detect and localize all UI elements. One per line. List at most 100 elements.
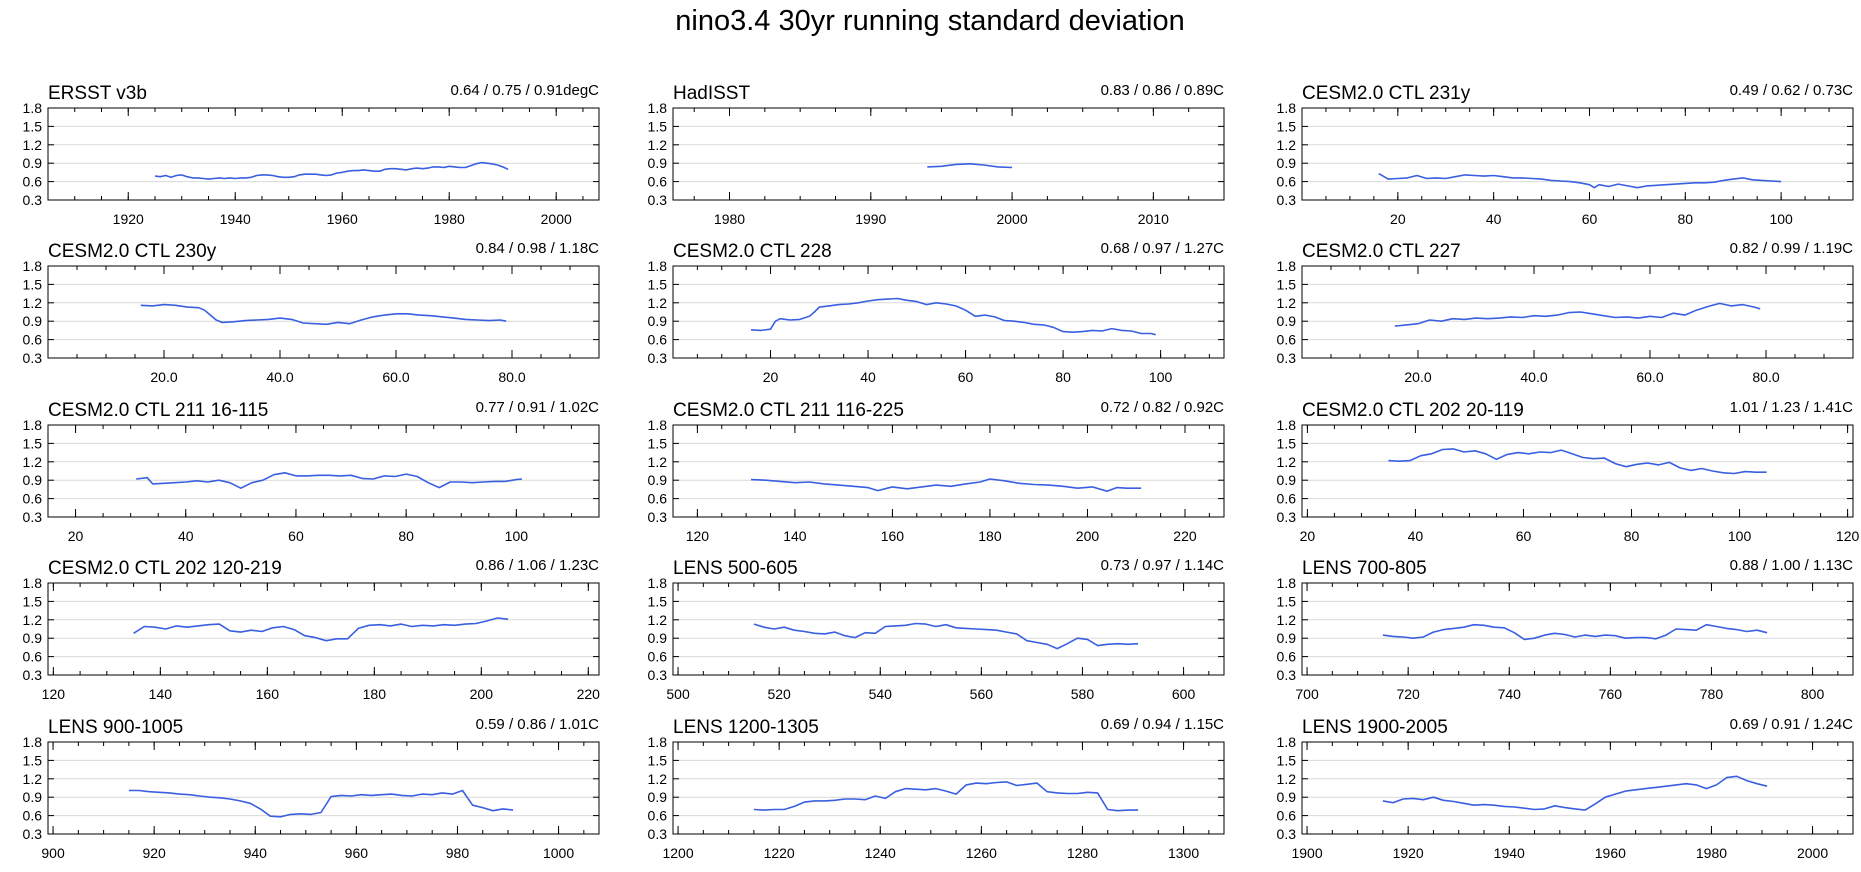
x-tick-label: 40.0 [266,369,293,385]
x-tick-label: 720 [1396,686,1420,702]
panel-7: 0.3 0.6 0.9 1.2 1.5 1.8 20 40 60 80 100 CESM2.0 CTL… [23,399,600,544]
panel-13: 0.3 0.6 0.9 1.2 1.5 1.8 900 920 940 960 980 1000 LEN… [23,716,600,861]
plot-frame [672,107,1225,201]
y-tick-label: 1.2 [1277,137,1297,153]
x-tick-label: 940 [244,845,268,861]
y-tick-label: 0.6 [23,174,43,190]
y-tick-label: 1.8 [648,417,668,433]
x-tick-label: 200 [470,686,494,702]
x-tick-label: 160 [881,528,905,544]
x-tick-label: 40 [1486,211,1502,227]
y-tick-label: 1.2 [648,771,668,787]
x-tick-label: 20.0 [150,369,177,385]
y-tick-label: 1.2 [648,454,668,470]
panel-stats: 0.69 / 0.94 / 1.15C [1101,716,1225,733]
y-tick-label: 0.9 [23,313,43,329]
plot-frame [47,424,600,518]
y-tick-label: 0.3 [1277,350,1297,366]
y-tick-label: 0.6 [23,332,43,348]
y-tick-label: 0.9 [1277,313,1297,329]
y-tick-label: 1.2 [23,137,43,153]
panel-stats: 0.68 / 0.97 / 1.27C [1101,240,1225,257]
y-tick-label: 1.5 [648,276,668,292]
x-tick-label: 580 [1071,686,1095,702]
panel-title: CESM2.0 CTL 211 16-115 [48,400,268,421]
x-tick-label: 920 [142,845,166,861]
x-tick-label: 900 [41,845,65,861]
x-tick-label: 120 [686,528,710,544]
panel-title: LENS 1200-1305 [673,717,819,738]
plot-frame [1301,741,1854,835]
series-line [753,622,1139,650]
series-line [1382,623,1768,641]
series-line [133,617,509,642]
x-tick-label: 40 [1408,528,1424,544]
panel-14: 0.3 0.6 0.9 1.2 1.5 1.8 1200 1220 1240 1260 1280 13… [648,716,1225,861]
x-tick-label: 60 [1516,528,1532,544]
x-tick-label: 60 [288,528,304,544]
y-tick-label: 0.3 [648,826,668,842]
y-tick-label: 0.9 [1277,472,1297,488]
x-tick-label: 40.0 [1520,369,1547,385]
y-tick-label: 1.2 [648,137,668,153]
x-tick-label: 700 [1295,686,1319,702]
panel-8: 0.3 0.6 0.9 1.2 1.5 1.8 120 140 160 180 200 220 CESM… [648,399,1225,544]
x-tick-label: 20 [763,369,779,385]
x-tick-label: 1900 [1291,845,1322,861]
panel-stats: 0.72 / 0.82 / 0.92C [1101,399,1225,416]
plot-frame [672,424,1225,518]
x-tick-label: 60 [958,369,974,385]
x-tick-label: 1000 [543,845,574,861]
plot-frame [47,582,600,676]
plot-frame [47,265,600,359]
y-tick-label: 0.6 [648,174,668,190]
panel-title: LENS 900-1005 [48,717,183,738]
x-tick-label: 40 [178,528,194,544]
series-line [140,303,507,326]
x-tick-label: 780 [1700,686,1724,702]
panel-title: CESM2.0 CTL 211 116-225 [673,400,904,421]
y-tick-label: 1.2 [648,295,668,311]
panel-title: LENS 500-605 [673,558,798,579]
y-tick-label: 0.9 [1277,155,1297,171]
y-tick-label: 1.5 [23,593,43,609]
panel-stats: 0.64 / 0.75 / 0.91degC [451,82,600,99]
x-tick-label: 520 [767,686,791,702]
y-tick-label: 1.5 [1277,752,1297,768]
y-tick-label: 0.3 [23,192,43,208]
panels-grid: 0.3 0.6 0.9 1.2 1.5 1.8 1920 1940 1960 1980 2000 ER… [23,82,1860,861]
x-tick-label: 1260 [966,845,997,861]
y-tick-label: 1.2 [1277,295,1297,311]
panel-2: 0.3 0.6 0.9 1.2 1.5 1.8 1980 1990 2000 2010 HadISS… [648,82,1225,227]
x-tick-label: 1240 [865,845,896,861]
x-tick-label: 980 [446,845,470,861]
x-tick-label: 1300 [1168,845,1199,861]
panel-title: ERSST v3b [48,83,147,104]
x-tick-label: 80.0 [498,369,525,385]
y-tick-label: 1.5 [1277,593,1297,609]
panel-title: CESM2.0 CTL 227 [1302,241,1461,262]
y-tick-label: 1.8 [648,575,668,591]
y-tick-label: 1.5 [23,118,43,134]
plot-frame [1301,424,1854,518]
panel-stats: 0.88 / 1.00 / 1.13C [1730,557,1854,574]
x-tick-label: 1980 [714,211,745,227]
y-tick-label: 1.5 [648,593,668,609]
y-tick-label: 0.3 [648,667,668,683]
y-tick-label: 0.6 [1277,491,1297,507]
y-tick-label: 0.9 [648,313,668,329]
y-tick-label: 0.3 [23,826,43,842]
panel-title: CESM2.0 CTL 228 [673,241,832,262]
y-tick-label: 1.8 [23,417,43,433]
y-tick-label: 0.6 [23,491,43,507]
y-tick-label: 1.8 [1277,100,1297,116]
y-tick-label: 1.2 [23,612,43,628]
panel-3: 0.3 0.6 0.9 1.2 1.5 1.8 20 40 60 80 100 CESM2.0 CTL… [1277,82,1854,227]
y-tick-label: 0.9 [648,789,668,805]
x-tick-label: 800 [1801,686,1825,702]
x-tick-label: 1920 [113,211,144,227]
series-line [1382,775,1768,811]
y-tick-label: 1.8 [23,734,43,750]
y-tick-label: 1.8 [648,100,668,116]
panel-stats: 0.69 / 0.91 / 1.24C [1730,716,1854,733]
